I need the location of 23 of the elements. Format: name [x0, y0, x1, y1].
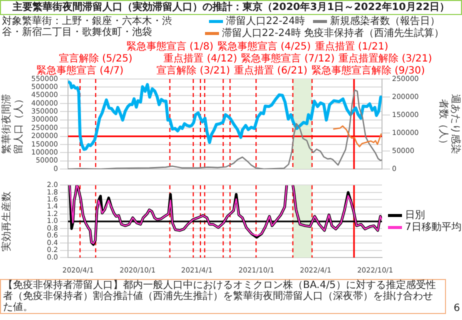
- ref-line-label: 緊急事態宣言 (4/25): [217, 40, 311, 53]
- ref-line-label: 緊急事態宣言 (1/8): [126, 40, 214, 53]
- ref-line-label: 緊急事態宣言 (4/7): [36, 64, 124, 77]
- ref-line-label: 重点措置解除 (3/21): [338, 52, 432, 65]
- legend-label: 滞留人口22-24時: [226, 16, 306, 26]
- chart-subtitle: 対象繁華街：上野・銀座・六本木・渋谷・新宿二丁目・歌舞伎町・池袋: [1, 16, 173, 38]
- ref-line-label: 重点措置 (4/12): [164, 52, 238, 65]
- text: 6: [452, 303, 461, 314]
- text: 【免疫非保持者滞留人口】都内一般人口中におけるオミクロン株（BA.4/5）に対する推定感受性者（免疫非保持者）割合推計値（西浦先生推計）を繁華街夜間滞留人口（深夜帯）を掛け合わせた値。: [0, 279, 446, 314]
- legend-label: 滞留人口22-24時 免疫非保持者（西浦先生試算）: [222, 28, 444, 38]
- ref-line-label: 緊急事態宣言 (7/12): [241, 52, 335, 65]
- y-axis-title: 繁華街夜間滞留人口（人）: [0, 94, 25, 154]
- ref-line-label: 重点措置 (6/21): [234, 64, 308, 77]
- legend-label: 新規感染者数（報告日）: [330, 16, 440, 26]
- y-axis-title: 実効再生産数: [0, 191, 13, 252]
- legend-label: 日別: [405, 210, 425, 221]
- chart-title: 主要繁華街夜間滞留人口（実効滞留人口）の推計：東京（2020年3月1日～2022年10月22日）: [0, 0, 462, 15]
- ref-line-label: 緊急事態宣言解除 (9/30): [311, 64, 425, 77]
- ref-line-label: 宣言解除 (5/25): [58, 52, 132, 65]
- legend-label: 7日移動平均: [405, 222, 462, 233]
- ref-line-label: 重点措置 (1/21): [314, 40, 388, 53]
- ref-line-label: 宣言解除 (3/21): [156, 64, 230, 77]
- y2-axis-title: 週あたり感染者数（人）: [437, 94, 462, 154]
